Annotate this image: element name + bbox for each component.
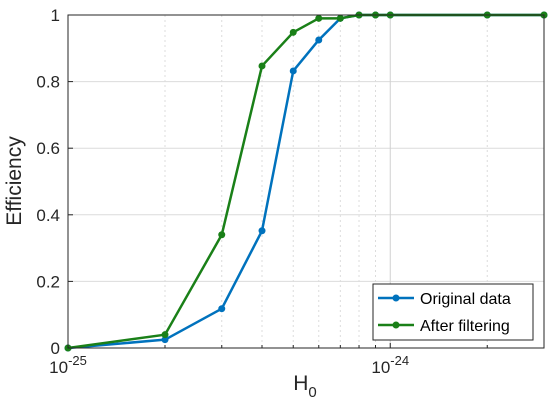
data-point-filtered [336,14,344,22]
data-point-original [218,305,226,313]
data-point-original [289,67,297,75]
y-axis-label: Efficiency [3,136,26,226]
data-point-original [161,336,169,344]
x-axis-label: H0 [293,372,317,401]
x-tick-label: 10-24 [371,353,409,377]
x-tick-label-base: 10 [371,358,390,377]
data-point-filtered [289,28,297,36]
data-point-filtered [258,62,266,70]
y-tick-label: 0.4 [36,206,60,225]
plot-frame [67,14,545,349]
data-point-original [315,36,323,44]
legend-label-original: Original data [420,291,511,308]
x-axis-label-base: H [293,372,308,395]
legend-marker-filtered [392,321,400,329]
x-axis-label-subscript: 0 [308,384,316,401]
data-point-filtered [218,231,226,239]
legend: Original data After filtering [372,283,534,341]
x-tick-label: 10-25 [49,353,87,377]
y-tick-label: 0.2 [36,272,60,291]
y-tick-label: 0.6 [36,139,60,158]
legend-marker-original [392,294,400,302]
data-point-filtered [315,14,323,22]
data-point-original [258,227,266,235]
legend-label-filtered: After filtering [420,318,510,335]
data-point-filtered [161,331,169,339]
y-tick-label: 1 [51,6,60,25]
legend-box [372,283,534,341]
y-tick-label: 0 [51,339,60,358]
x-tick-label-exponent: -25 [68,353,87,368]
y-tick-label: 0.8 [36,73,60,92]
x-tick-label-base: 10 [49,358,68,377]
x-tick-label-exponent: -24 [390,353,409,368]
